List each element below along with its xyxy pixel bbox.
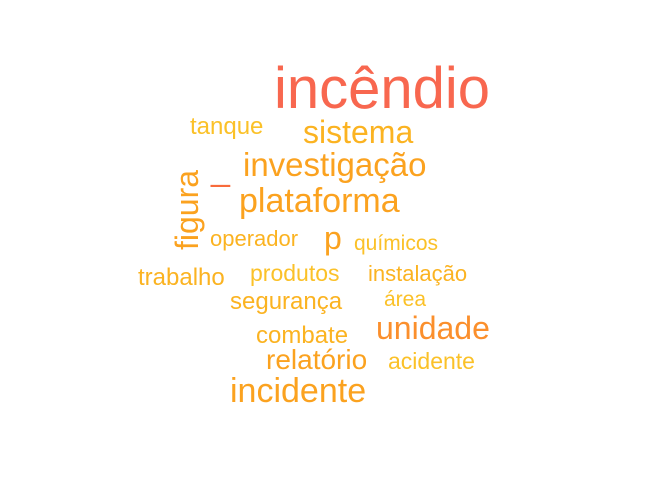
word-combate: combate [256, 322, 349, 349]
word-trabalho: trabalho [138, 264, 225, 291]
word-plataforma: plataforma [239, 182, 400, 220]
word-tanque: tanque [190, 113, 264, 140]
word-quimicos: químicos [354, 232, 439, 255]
word-sistema: sistema [303, 114, 414, 150]
word-relatorio: relatório [266, 344, 368, 375]
word-produtos: produtos [250, 260, 340, 286]
word-incidente: incidente [230, 372, 367, 410]
word-underscore: _ [211, 150, 230, 188]
word-unidade: unidade [376, 310, 490, 346]
word-figura: figura [169, 169, 205, 250]
word-p: p [324, 220, 342, 256]
word-investigacao: investigação [243, 146, 427, 183]
word-acidente: acidente [388, 348, 475, 374]
word-instalacao: instalação [368, 261, 468, 286]
word-seguranca: segurança [230, 288, 343, 315]
word-operador: operador [210, 226, 299, 251]
word-incendio: incêndio [274, 56, 491, 121]
word-area: área [384, 288, 427, 311]
